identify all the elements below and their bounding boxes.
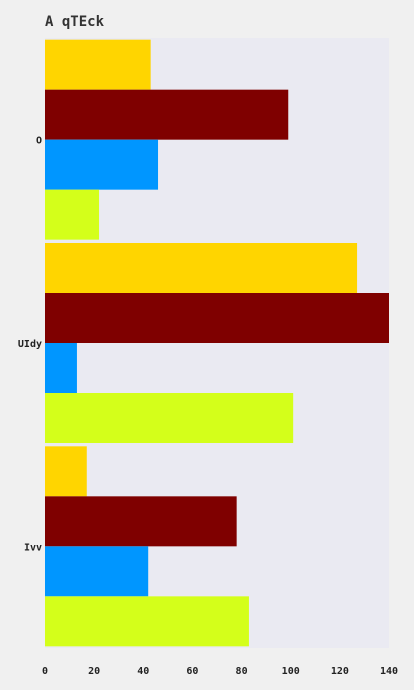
x-tick-label: 40 — [137, 666, 149, 677]
x-tick-label: 120 — [331, 666, 349, 677]
x-tick-label: 60 — [186, 666, 198, 677]
y-tick-label: O — [36, 136, 42, 147]
x-tick-label: 80 — [236, 666, 248, 677]
x-axis-ticks: 0 20 40 60 80 100 120 140 — [42, 666, 398, 677]
x-tick-label: 100 — [282, 666, 300, 677]
bar-Ivv-3 — [45, 596, 249, 647]
bar-Ivv-0 — [45, 446, 87, 497]
x-tick-label: 0 — [42, 666, 48, 677]
bar-Ivv-2 — [45, 546, 149, 597]
y-tick-label: UIdy — [18, 339, 42, 350]
bar-Ivv-1 — [45, 496, 237, 547]
bar-UIdy-1 — [45, 293, 389, 343]
bar-O-2 — [45, 139, 159, 190]
x-tick-label: 20 — [88, 666, 100, 677]
x-tick-label: 140 — [380, 666, 398, 677]
bar-UIdy-3 — [45, 393, 294, 443]
y-axis-ticks: O UIdy Ivv — [18, 136, 42, 554]
bar-UIdy-0 — [45, 243, 358, 293]
y-tick-label: Ivv — [24, 542, 42, 553]
bar-UIdy-2 — [45, 343, 77, 393]
bars-group — [45, 39, 389, 647]
bar-O-1 — [45, 89, 289, 140]
bar-O-0 — [45, 39, 151, 90]
chart-title: A qTEck — [45, 14, 105, 30]
bar-O-3 — [45, 189, 100, 240]
